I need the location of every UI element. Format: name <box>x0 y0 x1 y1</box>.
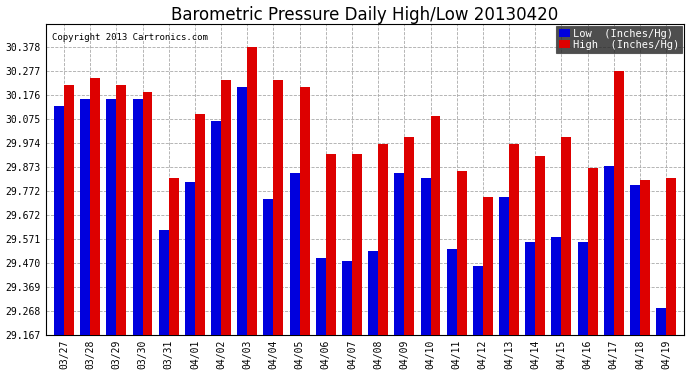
Bar <box>588 168 598 335</box>
Title: Barometric Pressure Daily High/Low 20130420: Barometric Pressure Daily High/Low 20130… <box>171 6 559 24</box>
Bar <box>525 242 535 335</box>
Bar <box>431 116 440 335</box>
Bar <box>80 99 90 335</box>
Bar <box>483 197 493 335</box>
Bar <box>473 266 483 335</box>
Bar <box>143 92 152 335</box>
Bar <box>211 121 221 335</box>
Bar <box>404 137 414 335</box>
Bar <box>630 185 640 335</box>
Bar <box>185 182 195 335</box>
Bar <box>578 242 588 335</box>
Bar <box>342 261 352 335</box>
Bar <box>273 80 284 335</box>
Bar <box>90 78 100 335</box>
Bar <box>640 180 650 335</box>
Bar <box>352 154 362 335</box>
Bar <box>446 249 457 335</box>
Bar <box>195 114 205 335</box>
Bar <box>106 99 117 335</box>
Bar <box>395 173 404 335</box>
Bar <box>457 171 466 335</box>
Bar <box>499 197 509 335</box>
Bar <box>299 87 310 335</box>
Bar <box>169 178 179 335</box>
Bar <box>562 137 571 335</box>
Bar <box>247 47 257 335</box>
Bar <box>264 199 273 335</box>
Legend: Low  (Inches/Hg), High  (Inches/Hg): Low (Inches/Hg), High (Inches/Hg) <box>556 26 682 53</box>
Bar <box>159 230 169 335</box>
Bar <box>378 144 388 335</box>
Bar <box>551 237 562 335</box>
Bar <box>132 99 143 335</box>
Text: Copyright 2013 Cartronics.com: Copyright 2013 Cartronics.com <box>52 33 208 42</box>
Bar <box>290 173 299 335</box>
Bar <box>237 87 247 335</box>
Bar <box>421 178 431 335</box>
Bar <box>316 258 326 335</box>
Bar <box>666 178 676 335</box>
Bar <box>509 144 519 335</box>
Bar <box>656 308 666 335</box>
Bar <box>614 71 624 335</box>
Bar <box>604 166 614 335</box>
Bar <box>326 154 336 335</box>
Bar <box>64 85 74 335</box>
Bar <box>54 106 64 335</box>
Bar <box>117 85 126 335</box>
Bar <box>535 156 545 335</box>
Bar <box>221 80 231 335</box>
Bar <box>368 251 378 335</box>
